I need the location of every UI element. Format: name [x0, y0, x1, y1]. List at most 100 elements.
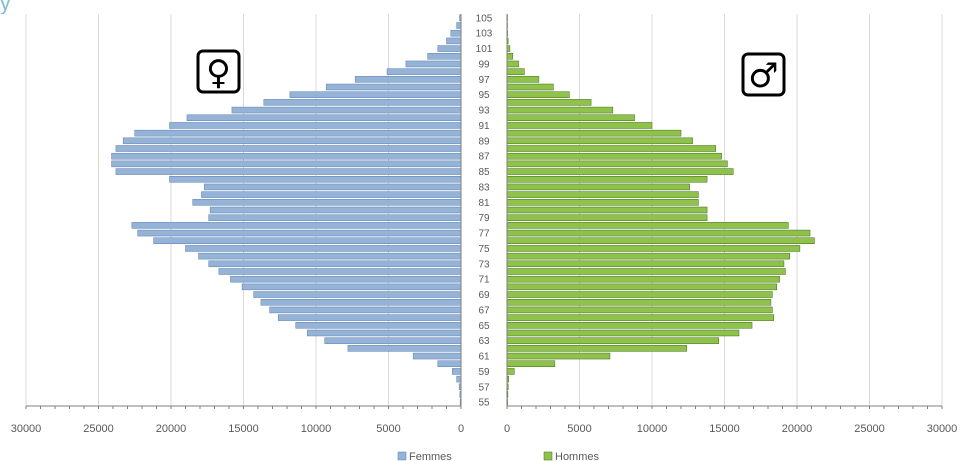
bar-hommes: [506, 99, 592, 106]
age-tick-label: 73: [478, 259, 490, 270]
x-tick-label-right: 30000: [927, 423, 958, 435]
bar-hommes: [506, 191, 699, 198]
bar-femmes: [289, 91, 462, 98]
x-tick-label-left: 0: [458, 423, 464, 435]
age-tick-label: 103: [476, 29, 493, 40]
bar-femmes: [134, 129, 462, 137]
bar-hommes: [506, 60, 519, 68]
bar-hommes: [506, 76, 540, 83]
bar-femmes: [137, 229, 462, 237]
bar-hommes: [506, 137, 693, 145]
age-tick-label: 57: [478, 382, 490, 393]
bar-hommes: [506, 183, 690, 191]
bar-hommes: [506, 145, 717, 152]
bar-femmes: [347, 345, 462, 352]
bar-femmes: [208, 214, 462, 221]
age-tick-label: 67: [478, 305, 490, 316]
bar-femmes: [115, 145, 462, 152]
x-tick-label-right: 20000: [782, 423, 813, 435]
age-tick-label: 55: [478, 398, 490, 409]
bar-hommes: [506, 114, 635, 122]
bar-femmes: [307, 329, 462, 337]
bar-hommes: [506, 206, 708, 214]
bar-femmes: [201, 191, 462, 198]
x-tick-label-right: 0: [504, 423, 510, 435]
bar-hommes: [506, 168, 734, 175]
bar-hommes: [506, 160, 728, 168]
bar-femmes: [450, 29, 462, 37]
bar-hommes: [506, 68, 525, 75]
age-tick-label: 99: [478, 59, 490, 70]
age-tick-label: 75: [478, 244, 490, 255]
bar-hommes: [506, 260, 785, 268]
bar-femmes: [452, 368, 462, 375]
bar-femmes: [169, 122, 462, 129]
bar-femmes: [260, 298, 462, 306]
x-tick-label-left: 30000: [11, 423, 42, 435]
bar-femmes: [446, 37, 462, 45]
bar-hommes: [506, 91, 570, 98]
bar-hommes: [506, 199, 699, 206]
bar-femmes: [115, 168, 462, 175]
x-tick-label-left: 5000: [376, 423, 400, 435]
bar-hommes: [506, 329, 740, 337]
bar-hommes: [506, 122, 653, 129]
bar-hommes: [506, 368, 515, 375]
bar-femmes: [354, 76, 462, 83]
legend-label-femmes: Femmes: [409, 451, 452, 461]
male-symbol-box: [741, 52, 786, 97]
age-tick-label: 91: [478, 121, 490, 132]
x-tick-label-right: 10000: [637, 423, 668, 435]
bar-femmes: [192, 199, 462, 206]
age-tick-label: 77: [478, 229, 490, 240]
bar-femmes: [437, 360, 462, 367]
x-tick-label-left: 20000: [156, 423, 187, 435]
bar-hommes: [506, 53, 514, 60]
female-symbol-box: [196, 49, 241, 94]
x-tick-label-left: 25000: [83, 423, 114, 435]
bar-femmes: [153, 237, 462, 244]
bar-femmes: [427, 53, 462, 60]
x-tick-label-right: 25000: [854, 423, 885, 435]
bar-femmes: [278, 314, 462, 321]
bar-hommes: [506, 345, 688, 352]
bar-hommes: [506, 214, 708, 221]
bar-femmes: [204, 183, 462, 191]
bar-hommes: [506, 337, 719, 344]
bar-femmes: [169, 176, 462, 183]
bar-hommes: [506, 306, 773, 314]
bar-femmes: [386, 68, 462, 75]
top-banner-text: y: [0, 0, 960, 14]
bar-femmes: [198, 252, 462, 260]
age-tick-label: 97: [478, 75, 490, 86]
bar-femmes: [253, 291, 462, 298]
bar-hommes: [506, 268, 786, 275]
bar-femmes: [456, 22, 462, 29]
bar-hommes: [506, 322, 753, 329]
bar-femmes: [186, 114, 462, 122]
legend-swatch-femmes: [397, 451, 407, 461]
bar-femmes: [324, 337, 462, 344]
age-tick-label: 65: [478, 321, 490, 332]
bar-hommes: [506, 275, 780, 283]
bar-hommes: [506, 222, 789, 229]
bar-hommes: [506, 314, 775, 321]
bar-femmes: [208, 260, 462, 268]
bar-femmes: [231, 106, 462, 114]
legend-label-hommes: Hommes: [555, 451, 600, 461]
x-tick-label-right: 5000: [567, 423, 591, 435]
bar-hommes: [506, 283, 777, 291]
age-tick-label: 89: [478, 136, 490, 147]
bar-femmes: [131, 222, 462, 229]
bar-hommes: [506, 352, 611, 360]
age-tick-label: 93: [478, 106, 490, 117]
age-tick-label: 63: [478, 336, 490, 347]
bar-hommes: [506, 245, 801, 252]
bar-hommes: [506, 237, 815, 244]
legend-swatch-hommes: [543, 451, 553, 461]
bar-femmes: [241, 283, 462, 291]
x-tick-label-left: 15000: [228, 423, 259, 435]
age-tick-label: 101: [476, 44, 493, 55]
age-tick-label: 79: [478, 213, 490, 224]
